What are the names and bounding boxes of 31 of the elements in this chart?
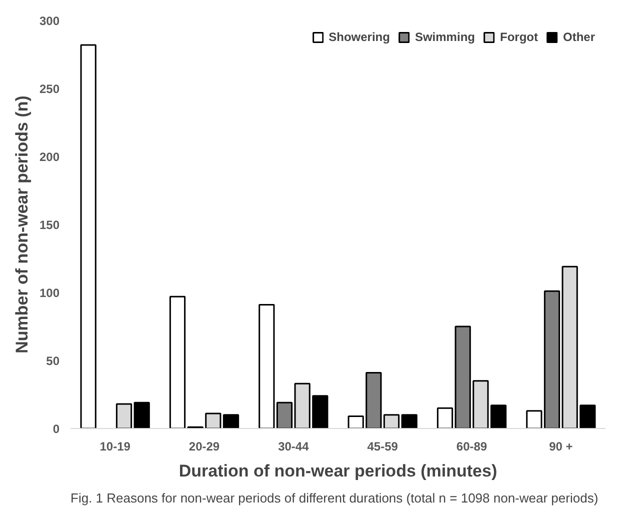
bar: [490, 404, 507, 428]
bar: [258, 304, 275, 428]
bar: [134, 402, 150, 428]
x-tick-label: 60-89: [456, 440, 488, 454]
y-axis-title: Number of non-wear periods (n): [12, 96, 32, 354]
legend-label: Swimming: [414, 30, 475, 44]
bar: [222, 414, 240, 428]
bar: [544, 290, 560, 428]
y-tick-label: 150: [39, 218, 60, 232]
x-tick-label: 30-44: [278, 440, 310, 454]
x-tick-label: 45-59: [367, 440, 398, 454]
bar: [276, 402, 293, 428]
bar: [80, 44, 96, 428]
x-tick-label: 20-29: [188, 440, 220, 454]
bar: [169, 296, 186, 428]
y-tick-label: 50: [46, 354, 60, 368]
legend-label: Other: [562, 30, 595, 44]
bar: [526, 410, 542, 428]
bar: [436, 407, 454, 428]
y-tick-label: 200: [39, 150, 60, 164]
y-tick-label: 0: [52, 422, 60, 436]
y-tick-label: 300: [39, 14, 60, 28]
x-tick-label: 10-19: [100, 440, 131, 454]
x-axis-title: Duration of non-wear periods (minutes): [178, 462, 498, 480]
bar: [401, 414, 418, 428]
y-tick-label: 250: [39, 82, 60, 96]
y-tick-label: 100: [39, 286, 60, 300]
legend-label: Forgot: [500, 30, 538, 44]
legend-label: Showering: [328, 30, 390, 44]
caption: Fig. 1 Reasons for non-wear periods of different durations (total n = 1098 non-wear periods): [70, 490, 598, 506]
x-tick-label: 90 +: [549, 440, 573, 454]
